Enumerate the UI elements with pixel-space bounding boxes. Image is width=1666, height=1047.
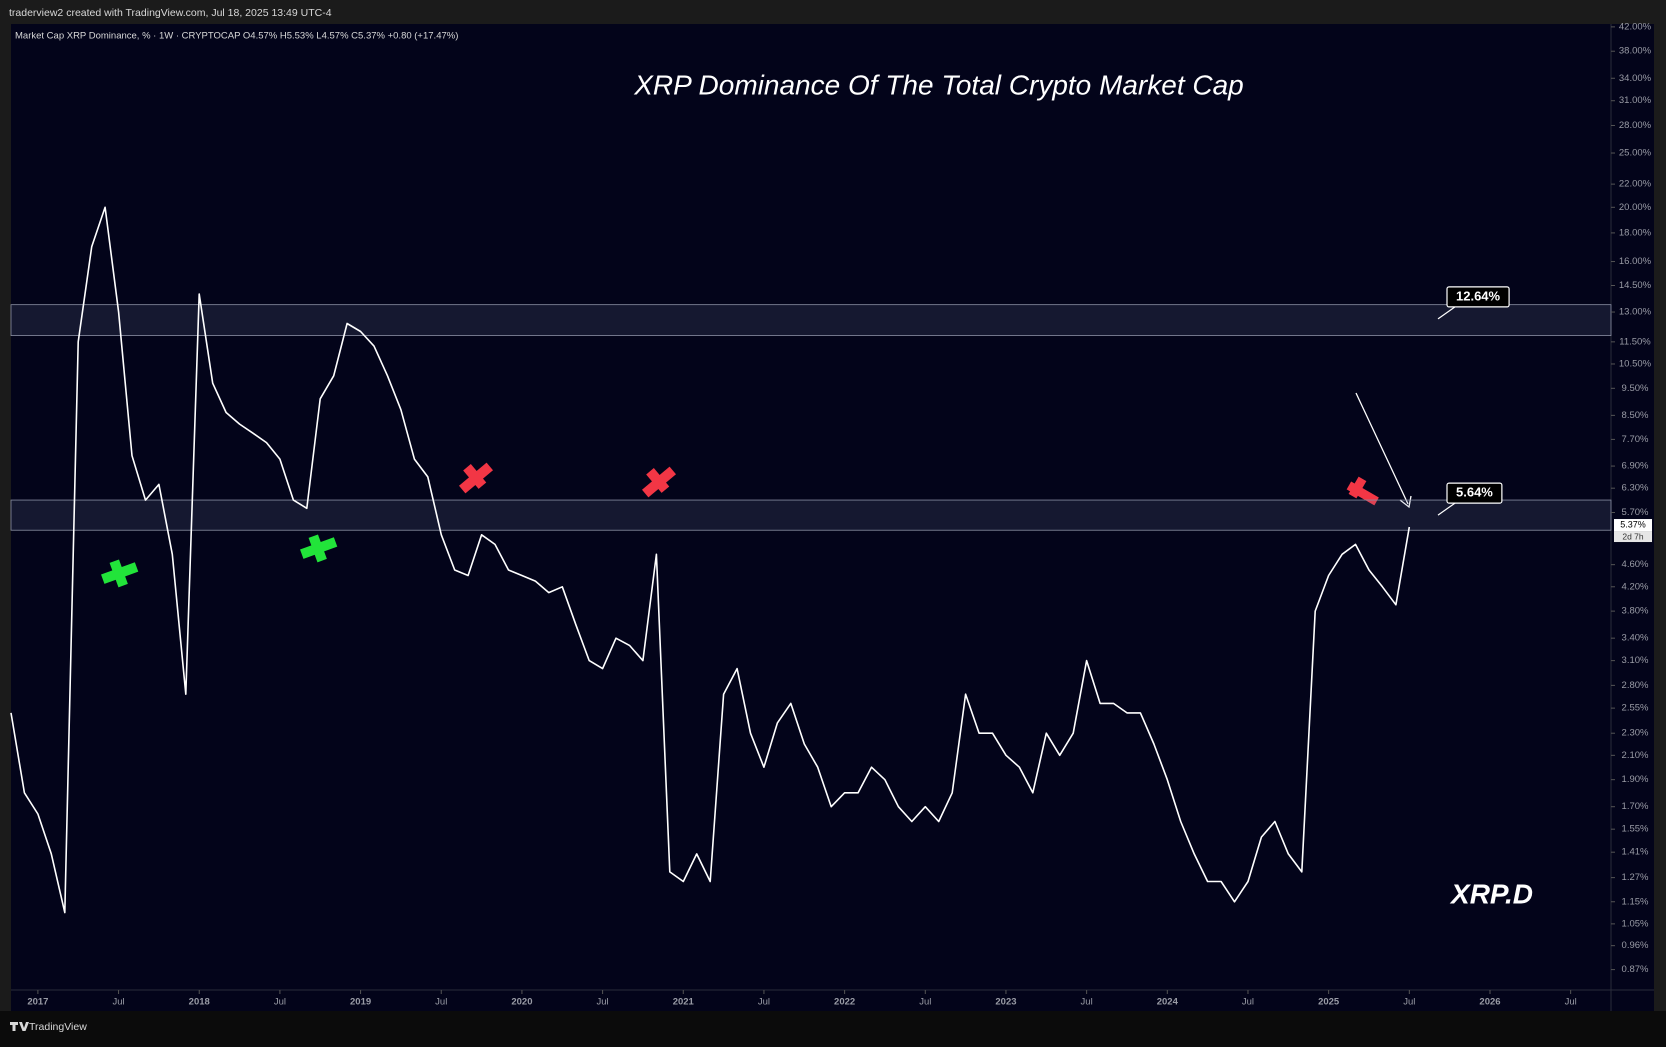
footer-text: TradingView [29,1021,87,1033]
callout-label: 12.64% [1456,288,1501,303]
x-tick-label: 2021 [673,997,695,1008]
x-tick-label: Jul [435,997,447,1008]
y-tick-label: 6.30% [1622,483,1649,494]
callout-box [1446,482,1503,504]
y-tick-label: 20.00% [1619,202,1652,213]
countdown-label: 2d 7h [1622,531,1644,541]
legend-text: Market Cap XRP Dominance, % · 1W · CRYPT… [15,31,458,42]
y-tick-label: 8.50% [1622,410,1649,421]
y-tick-label: 38.00% [1619,46,1652,57]
y-tick-label: 1.41% [1622,847,1649,858]
x-tick-label: 2026 [1479,997,1500,1008]
y-tick-label: 0.87% [1622,964,1649,975]
watermark: XRP.D [1449,878,1533,909]
y-tick-label: 31.00% [1619,95,1652,106]
x-tick-label: 2017 [27,997,48,1008]
y-tick-label: 16.00% [1619,256,1652,267]
red-hammer [1346,476,1379,506]
zone [10,499,1612,531]
y-tick-label: 1.15% [1622,896,1649,907]
logo-icon [10,1022,29,1031]
y-tick-label: 4.60% [1622,559,1649,570]
y-tick-label: 1.05% [1622,918,1649,929]
red-hammer [458,462,494,494]
arrow [1355,392,1409,505]
countdown-badge [1614,531,1652,543]
x-tick-label: 2025 [1318,997,1340,1008]
footer-bar [0,1011,1666,1047]
y-tick-label: 18.00% [1619,227,1652,238]
y-tick-label: 2.10% [1622,750,1649,761]
y-tick-label: 2.30% [1622,728,1649,739]
y-tick-label: 7.70% [1622,434,1649,445]
y-tick-label: 3.80% [1622,606,1649,617]
x-tick-label: 2020 [511,997,532,1008]
last-price-badge [1614,519,1652,532]
x-tick-label: 2022 [834,997,855,1008]
x-tick-label: Jul [1565,997,1577,1008]
y-tick-label: 5.70% [1622,507,1649,518]
y-tick-label: 28.00% [1619,120,1652,131]
y-tick-label: 11.50% [1619,336,1651,347]
callout-box [1446,286,1510,308]
x-tick-label: Jul [758,997,770,1008]
y-tick-label: 42.00% [1619,21,1652,32]
footer-logo: TradingView [10,1021,87,1033]
callout-pointer [1437,502,1456,516]
y-tick-label: 13.00% [1619,307,1652,318]
zone [10,304,1612,336]
y-tick-label: 1.27% [1622,872,1649,883]
x-tick-label: Jul [597,997,609,1008]
x-tick-label: Jul [1403,997,1415,1008]
y-tick-label: 10.50% [1619,358,1652,369]
x-tick-label: 2023 [995,997,1016,1008]
x-tick-label: Jul [1081,997,1093,1008]
y-tick-label: 0.96% [1622,940,1649,951]
header: traderview2 created with TradingView.com… [9,7,332,19]
y-tick-label: 14.50% [1619,280,1652,291]
y-tick-label: 2.80% [1622,680,1649,691]
x-tick-label: Jul [274,997,286,1008]
y-tick-label: 1.70% [1622,801,1649,812]
y-tick-label: 22.00% [1619,179,1652,190]
chart-title: XRP Dominance Of The Total Crypto Market… [633,69,1244,100]
callout-pointer [1437,306,1456,320]
x-tick-label: Jul [1242,997,1254,1008]
x-tick-label: 2024 [1157,997,1179,1008]
green-hammer [300,534,338,563]
y-tick-label: 1.90% [1622,774,1649,785]
y-tick-label: 34.00% [1619,73,1652,84]
x-tick-label: Jul [919,997,931,1008]
y-tick-label: 4.20% [1622,581,1649,592]
green-hammer [101,559,139,588]
y-tick-label: 3.10% [1622,655,1649,666]
y-tick-label: 9.50% [1622,383,1649,394]
x-tick-label: 2018 [189,997,210,1008]
series-line [10,206,1411,914]
callout-label: 5.64% [1456,485,1493,500]
plot-background [11,24,1654,1011]
y-tick-label: 3.40% [1622,633,1649,644]
x-tick-label: Jul [112,997,124,1008]
y-tick-label: 6.90% [1622,461,1649,472]
x-tick-label: 2019 [350,997,371,1008]
red-hammer [641,466,677,498]
y-tick-label: 1.55% [1622,824,1649,835]
last-price-label: 5.37% [1620,519,1646,529]
y-tick-label: 25.00% [1619,148,1652,159]
y-tick-label: 2.55% [1622,703,1649,714]
